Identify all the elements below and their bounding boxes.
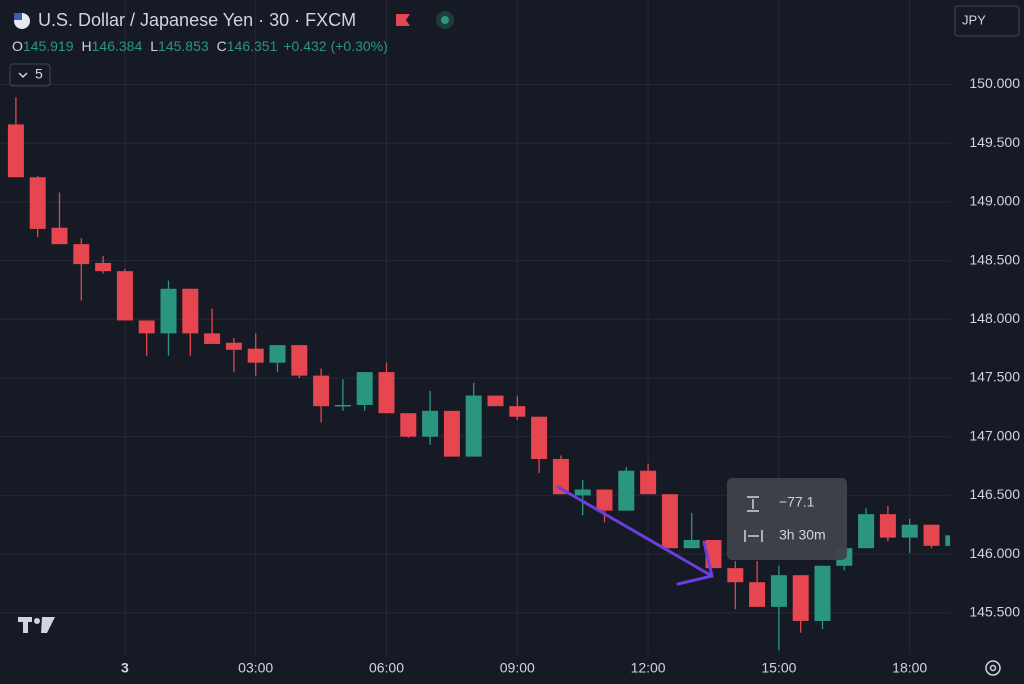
indicator-count: 5 [35,66,43,82]
x-tick-label: 12:00 [631,660,666,676]
ohlc-label: H [82,38,92,54]
measure-duration: 3h 30m [779,527,826,543]
arrow-drawing [556,485,714,586]
ohlc-value: 146.351 [227,38,278,54]
x-tick-label: 03:00 [238,660,273,676]
candle-body [858,514,875,549]
candle-body [531,416,548,459]
candle-body [422,410,439,437]
candle-body [291,345,308,376]
candle-body [73,244,90,265]
candle-body [596,489,613,511]
x-tick-label: 15:00 [761,660,796,676]
candle-body [138,320,155,334]
candle-body [814,565,831,621]
candle-body [247,348,264,363]
candle-body [770,575,787,607]
candle-body [116,271,133,321]
ohlc-label: O [12,38,23,54]
ohlc-label: L [150,38,158,54]
candle-body [792,575,809,621]
candle-body [443,410,460,457]
y-tick-label: 147.500 [969,369,1020,385]
ohlc-value: 145.853 [158,38,209,54]
x-tick-label: 3 [121,660,129,676]
candle-body [683,539,700,549]
candle-body [923,524,940,546]
plot [7,97,950,651]
ohlc-value: 146.384 [92,38,143,54]
candle-body [552,458,569,495]
legend-header: U.S. Dollar / Japanese Yen · 30 · FXCM O… [9,5,1020,87]
candle-body [727,568,744,583]
candle-body [509,406,526,417]
y-tick-label: 148.000 [969,310,1020,326]
currency: JPY [962,12,986,27]
change: +0.432 [283,38,326,54]
logo [18,617,55,633]
ohlc-label: C [217,38,227,54]
grid [0,0,950,655]
measure-price-change: −77.1 [779,494,815,510]
y-tick-label: 146.000 [969,545,1020,561]
candle-body [7,124,24,178]
candle-body [225,342,242,350]
settings-icon[interactable] [985,660,1001,676]
x-tick-label: 06:00 [369,660,404,676]
candle-body [901,524,918,538]
candle-body [487,395,504,407]
candle-body [378,372,395,414]
candle-body [313,375,330,407]
candle-body [400,413,417,437]
y-tick-label: 148.500 [969,251,1020,267]
candle-body [29,177,46,229]
candle-body [465,395,482,457]
ohlc-legend: O145.919 H146.384 L145.853 C146.351 +0.432 (+… [12,38,388,54]
ohlc-value: 145.919 [23,38,74,54]
measure-tooltip: −77.1 3h 30m [727,478,847,560]
x-tick-label: 18:00 [892,660,927,676]
y-tick-label: 150.000 [969,75,1020,91]
candle-body [95,262,112,272]
candle-body [269,345,286,363]
candle-body [51,227,68,245]
candle-body [204,333,221,344]
candle-body [182,288,199,334]
y-tick-label: 146.500 [969,486,1020,502]
candle-body [160,288,177,334]
y-tick-label: 149.500 [969,134,1020,150]
y-tick-label: 149.000 [969,193,1020,209]
candle-body [334,404,351,407]
x-tick-label: 09:00 [500,660,535,676]
change-pct: (+0.30%) [331,38,388,54]
candle-body [945,535,950,546]
candle-body [640,470,657,495]
candle-body [574,489,591,496]
candle-body [661,494,678,549]
candle-body [618,470,635,511]
candle-body [356,372,373,405]
y-tick-label: 145.500 [969,603,1020,619]
chart-title: U.S. Dollar / Japanese Yen · 30 · FXCM [38,10,356,30]
y-tick-label: 147.000 [969,427,1020,443]
candle-body [879,514,896,538]
candle-body [749,582,766,607]
